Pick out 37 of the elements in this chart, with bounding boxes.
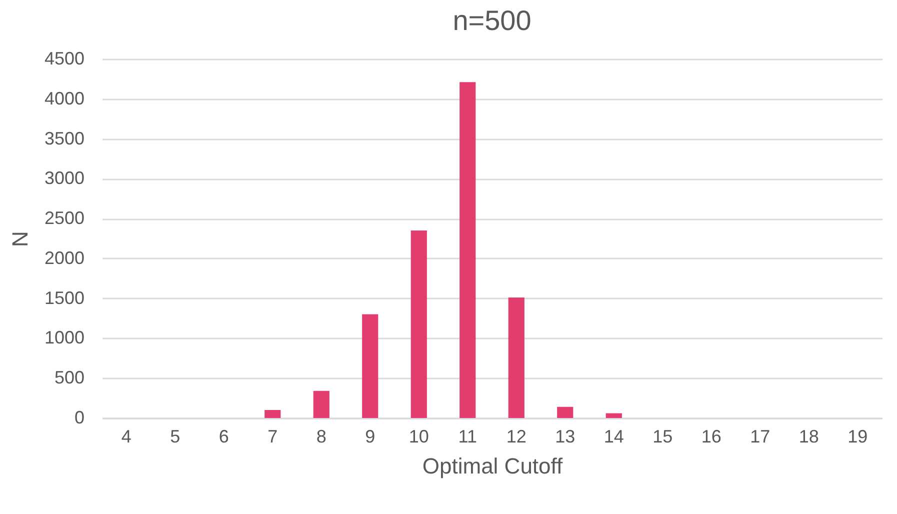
x-tick-label: 17 — [750, 426, 770, 446]
y-tick-label: 0 — [74, 408, 84, 428]
x-tick-label: 6 — [218, 426, 229, 446]
y-tick-label: 4500 — [44, 48, 84, 68]
y-tick-label: 3000 — [44, 168, 84, 188]
chart-title: n=500 — [452, 5, 532, 36]
x-tick-label: 4 — [121, 426, 132, 446]
y-tick-label: 2500 — [44, 208, 84, 228]
y-tick-label: 3500 — [44, 128, 84, 148]
x-tick-label: 11 — [458, 426, 477, 446]
y-tick-label: 500 — [54, 368, 84, 388]
x-tick-label: 13 — [555, 426, 576, 446]
bar — [606, 413, 622, 418]
y-tick-label: 2000 — [44, 248, 84, 268]
bar — [264, 410, 281, 418]
x-tick-label: 12 — [506, 426, 526, 446]
bar — [410, 230, 427, 418]
y-tick-label: 4000 — [44, 88, 84, 108]
bar — [362, 314, 378, 418]
bar — [557, 406, 574, 418]
x-tick-label: 9 — [365, 426, 376, 446]
y-tick-label: 1500 — [44, 288, 84, 308]
y-axis-title: N — [7, 231, 32, 247]
x-tick-label: 16 — [701, 426, 722, 446]
x-tick-label: 18 — [798, 426, 819, 446]
x-tick-label: 15 — [652, 426, 673, 446]
x-tick-label: 5 — [170, 426, 180, 446]
y-tick-label: 1000 — [44, 328, 84, 348]
bar — [460, 82, 476, 418]
bar — [313, 390, 330, 418]
bar — [508, 298, 524, 418]
x-tick-label: 14 — [604, 426, 624, 446]
x-tick-label: 10 — [408, 426, 429, 446]
x-axis-title: Optimal Cutoff — [422, 454, 564, 478]
x-tick-label: 8 — [316, 426, 326, 446]
x-tick-label: 7 — [268, 426, 278, 446]
x-tick-label: 19 — [848, 426, 868, 446]
